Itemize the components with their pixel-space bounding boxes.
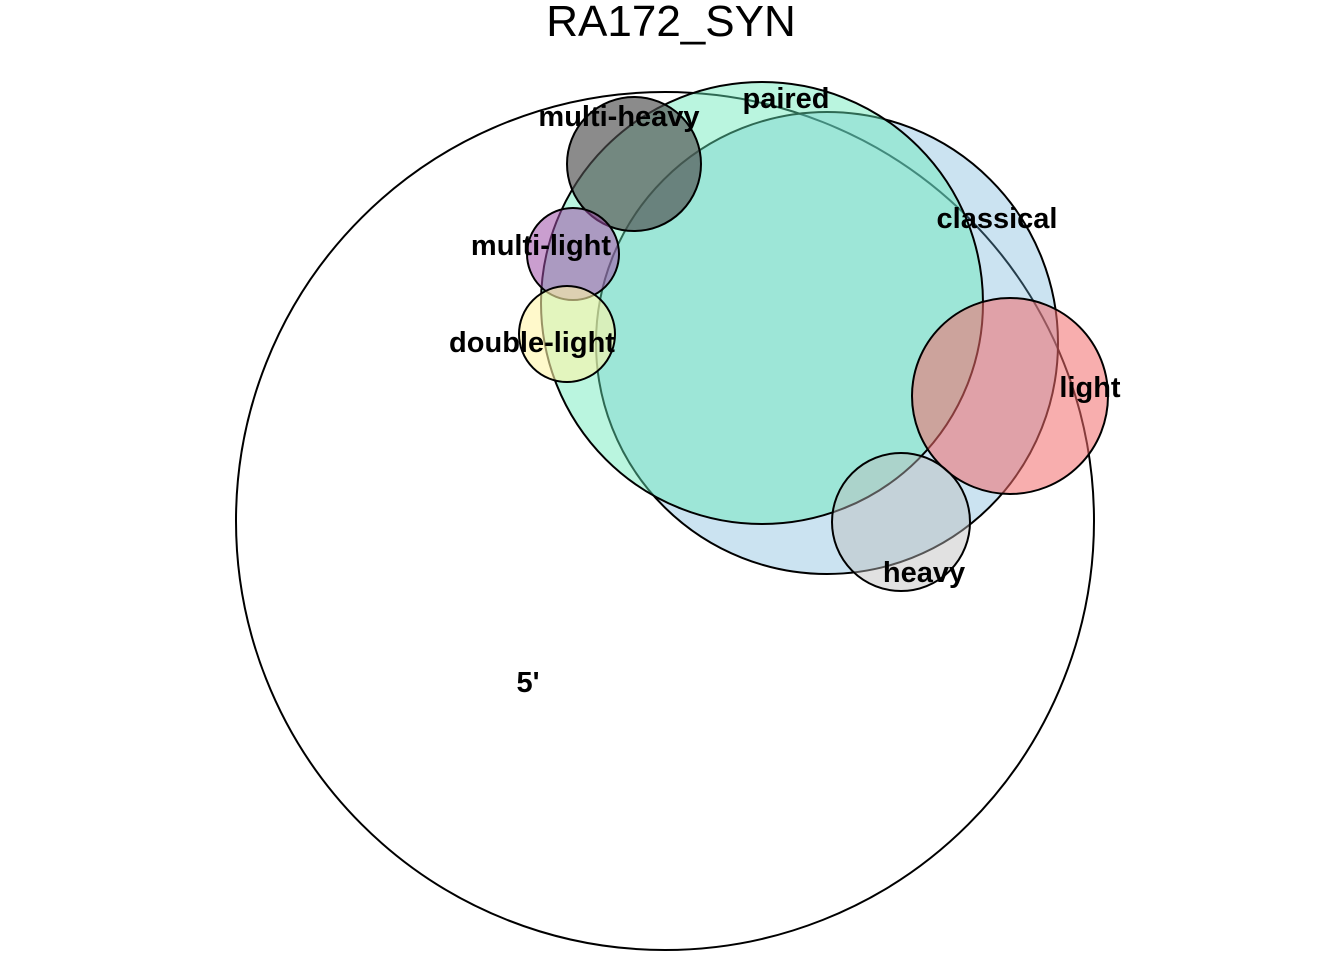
set-circle-multi-heavy — [566, 96, 702, 232]
set-label-classical: classical — [937, 203, 1058, 235]
set-circle-light — [911, 297, 1109, 495]
set-circle-heavy — [831, 452, 971, 592]
set-circle-double-light — [518, 285, 616, 383]
set-circles — [235, 81, 1109, 951]
set-label-five-prime: 5' — [516, 667, 539, 699]
set-circle-five-prime — [235, 91, 1095, 951]
set-label-light: light — [1059, 372, 1121, 404]
set-label-heavy: heavy — [883, 557, 965, 589]
set-labels: 5' classical paired light heavy multi-he… — [449, 83, 1121, 699]
set-label-double-light: double-light — [449, 327, 615, 359]
diagram-title: RA172_SYN — [546, 0, 795, 46]
set-label-multi-light: multi-light — [471, 230, 611, 262]
set-label-multi-heavy: multi-heavy — [538, 101, 699, 133]
set-label-paired: paired — [742, 83, 829, 115]
